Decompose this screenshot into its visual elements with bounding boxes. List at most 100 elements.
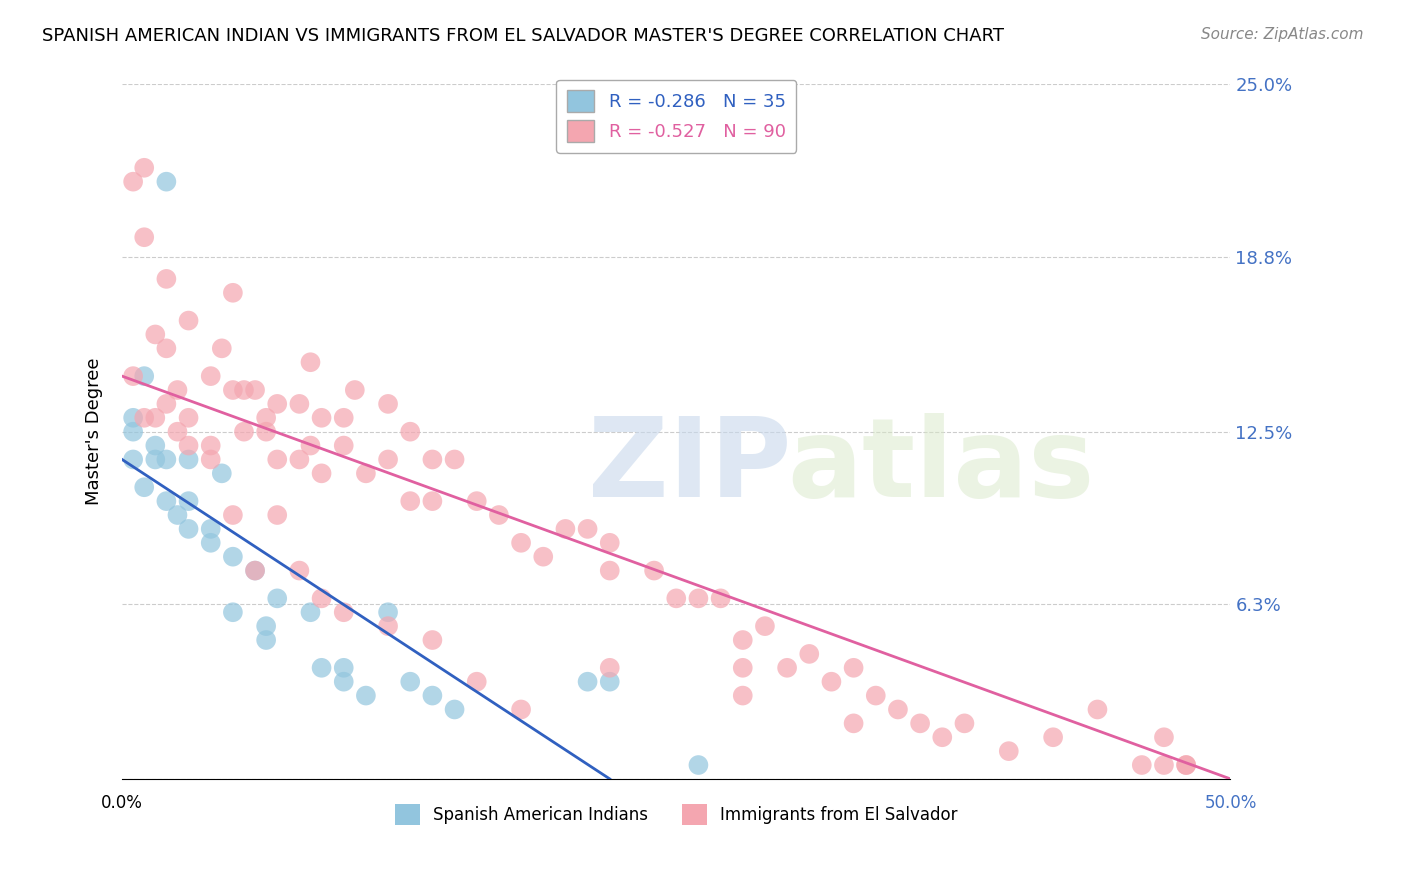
Point bbox=[443, 702, 465, 716]
Point bbox=[311, 661, 333, 675]
Point bbox=[731, 689, 754, 703]
Point bbox=[1175, 758, 1198, 772]
Point bbox=[134, 230, 156, 244]
Point bbox=[576, 674, 599, 689]
Text: 50.0%: 50.0% bbox=[1205, 794, 1257, 813]
Point bbox=[332, 674, 354, 689]
Point bbox=[343, 383, 366, 397]
Point bbox=[1042, 731, 1064, 745]
Point bbox=[143, 439, 166, 453]
Point bbox=[134, 369, 156, 384]
Point bbox=[166, 425, 188, 439]
Point bbox=[177, 313, 200, 327]
Point bbox=[665, 591, 688, 606]
Point bbox=[177, 452, 200, 467]
Point bbox=[200, 439, 222, 453]
Point bbox=[399, 674, 422, 689]
Point bbox=[254, 425, 277, 439]
Point bbox=[299, 439, 322, 453]
Point bbox=[299, 355, 322, 369]
Point bbox=[122, 452, 145, 467]
Y-axis label: Master's Degree: Master's Degree bbox=[86, 358, 103, 506]
Point bbox=[332, 605, 354, 619]
Point bbox=[155, 494, 177, 508]
Point bbox=[731, 661, 754, 675]
Point bbox=[143, 452, 166, 467]
Point bbox=[887, 702, 910, 716]
Point bbox=[155, 272, 177, 286]
Point bbox=[997, 744, 1019, 758]
Point bbox=[311, 410, 333, 425]
Point bbox=[143, 327, 166, 342]
Point bbox=[122, 425, 145, 439]
Point bbox=[254, 633, 277, 648]
Point bbox=[266, 452, 288, 467]
Point bbox=[155, 452, 177, 467]
Point bbox=[143, 410, 166, 425]
Point bbox=[134, 410, 156, 425]
Point bbox=[233, 425, 256, 439]
Point bbox=[254, 619, 277, 633]
Point bbox=[155, 342, 177, 356]
Point bbox=[422, 452, 444, 467]
Point bbox=[266, 397, 288, 411]
Point bbox=[266, 508, 288, 522]
Point bbox=[599, 564, 621, 578]
Point bbox=[243, 564, 266, 578]
Point bbox=[443, 452, 465, 467]
Point bbox=[953, 716, 976, 731]
Point bbox=[311, 467, 333, 481]
Point bbox=[1087, 702, 1109, 716]
Point bbox=[377, 452, 399, 467]
Point bbox=[820, 674, 842, 689]
Point bbox=[1175, 758, 1198, 772]
Point bbox=[288, 564, 311, 578]
Point bbox=[134, 480, 156, 494]
Point bbox=[200, 536, 222, 550]
Point bbox=[122, 175, 145, 189]
Point bbox=[465, 494, 488, 508]
Point bbox=[254, 410, 277, 425]
Point bbox=[200, 452, 222, 467]
Point bbox=[122, 369, 145, 384]
Legend: Spanish American Indians, Immigrants from El Salvador: Spanish American Indians, Immigrants fro… bbox=[387, 796, 966, 833]
Text: SPANISH AMERICAN INDIAN VS IMMIGRANTS FROM EL SALVADOR MASTER'S DEGREE CORRELATI: SPANISH AMERICAN INDIAN VS IMMIGRANTS FR… bbox=[42, 27, 1004, 45]
Point bbox=[688, 591, 710, 606]
Point bbox=[288, 452, 311, 467]
Point bbox=[776, 661, 799, 675]
Point bbox=[332, 410, 354, 425]
Point bbox=[222, 549, 245, 564]
Point bbox=[377, 397, 399, 411]
Point bbox=[554, 522, 576, 536]
Point bbox=[332, 661, 354, 675]
Point bbox=[422, 494, 444, 508]
Point bbox=[865, 689, 887, 703]
Point bbox=[599, 674, 621, 689]
Point bbox=[842, 716, 865, 731]
Point bbox=[177, 439, 200, 453]
Point bbox=[688, 758, 710, 772]
Point bbox=[599, 661, 621, 675]
Text: ZIP: ZIP bbox=[588, 413, 792, 520]
Point bbox=[155, 175, 177, 189]
Point bbox=[222, 383, 245, 397]
Point bbox=[422, 689, 444, 703]
Point bbox=[510, 536, 533, 550]
Point bbox=[422, 633, 444, 648]
Text: Source: ZipAtlas.com: Source: ZipAtlas.com bbox=[1201, 27, 1364, 42]
Point bbox=[931, 731, 953, 745]
Point bbox=[211, 467, 233, 481]
Point bbox=[599, 536, 621, 550]
Point bbox=[399, 425, 422, 439]
Point bbox=[299, 605, 322, 619]
Point bbox=[510, 702, 533, 716]
Point bbox=[1153, 758, 1175, 772]
Point bbox=[243, 383, 266, 397]
Point bbox=[377, 605, 399, 619]
Point bbox=[177, 494, 200, 508]
Point bbox=[643, 564, 665, 578]
Point bbox=[222, 508, 245, 522]
Point bbox=[166, 383, 188, 397]
Point bbox=[576, 522, 599, 536]
Point bbox=[134, 161, 156, 175]
